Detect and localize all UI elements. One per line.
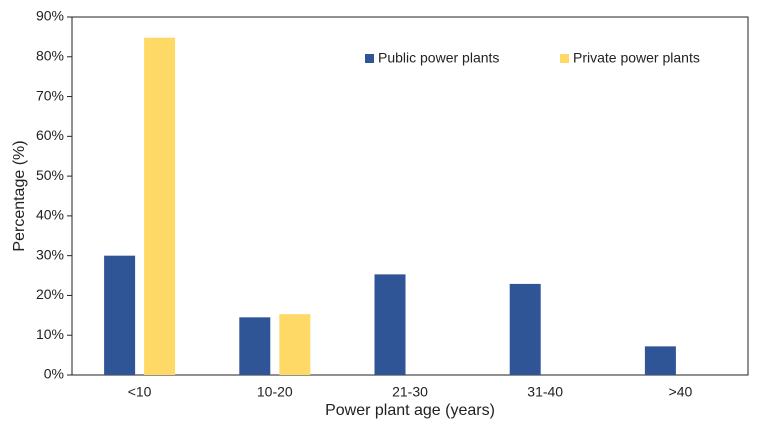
x-tick-label: >40 (669, 384, 693, 400)
legend-label: Private power plants (573, 50, 700, 66)
x-tick-label: 21-30 (392, 384, 428, 400)
x-tick-label: 10-20 (257, 384, 293, 400)
bar (239, 317, 271, 375)
bar (509, 283, 541, 375)
y-tick-label: 30% (36, 246, 64, 262)
y-tick-label: 20% (36, 286, 64, 302)
y-tick-label: 50% (36, 167, 64, 183)
legend-label: Public power plants (378, 50, 499, 66)
x-tick-label: <10 (128, 384, 152, 400)
bar (279, 314, 311, 375)
y-axis-label: Percentage (%) (11, 140, 28, 251)
legend-swatch (365, 54, 374, 63)
y-tick-label: 80% (36, 47, 64, 63)
bar (104, 255, 136, 375)
y-tick-label: 90% (36, 8, 64, 24)
y-tick-label: 10% (36, 326, 64, 342)
plot-frame (71, 16, 749, 376)
y-tick-label: 70% (36, 87, 64, 103)
bar (374, 274, 406, 375)
bar (644, 346, 676, 375)
y-tick-label: 40% (36, 207, 64, 223)
x-axis-label: Power plant age (years) (325, 402, 495, 419)
bar (144, 37, 176, 375)
y-tick-label: 60% (36, 127, 64, 143)
x-tick-label: 31-40 (527, 384, 563, 400)
y-tick-label: 0% (44, 366, 64, 382)
legend-swatch (560, 54, 569, 63)
